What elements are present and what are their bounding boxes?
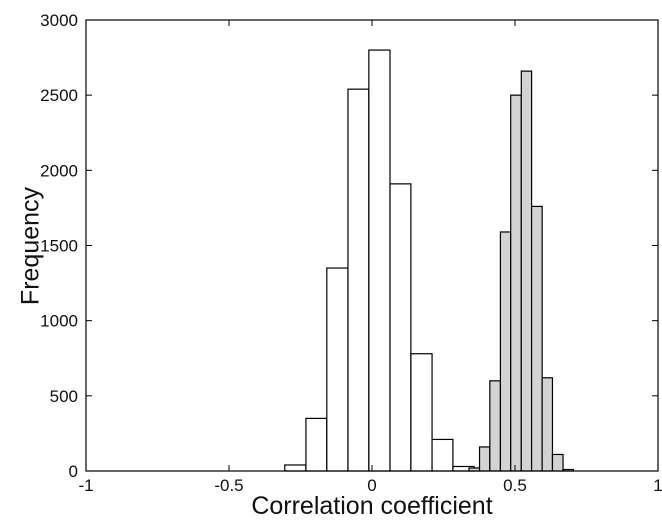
y-tick-label: 2000 (40, 161, 78, 180)
bar (541, 377, 554, 472)
x-tick-label: 1 (653, 476, 662, 495)
y-tick-label: 500 (50, 387, 78, 406)
y-axis-label: Frequency (17, 186, 45, 305)
bar (551, 453, 564, 472)
y-tick-label: 1000 (40, 312, 78, 331)
bar (489, 380, 502, 472)
y-tick-label: 1500 (40, 237, 78, 256)
y-tick-label: 3000 (40, 11, 78, 30)
bar (530, 205, 543, 472)
bar (368, 49, 391, 472)
bar (347, 88, 370, 472)
bar (478, 446, 491, 472)
bar (510, 94, 522, 472)
x-tick-label: 0.5 (503, 476, 527, 495)
y-tick-label: 0 (69, 462, 78, 481)
x-tick-label: -0.5 (214, 476, 243, 495)
bar (431, 438, 454, 472)
x-tick-label: -1 (78, 476, 93, 495)
bar (305, 417, 328, 472)
bar (389, 183, 412, 472)
x-tick-label: 0 (367, 476, 376, 495)
bar (410, 353, 433, 472)
bar (499, 231, 512, 472)
y-tick-label: 2500 (40, 86, 78, 105)
bar (284, 464, 307, 472)
bar (520, 70, 533, 472)
x-axis-label: Correlation coefficient (251, 492, 492, 520)
bar (326, 267, 349, 472)
